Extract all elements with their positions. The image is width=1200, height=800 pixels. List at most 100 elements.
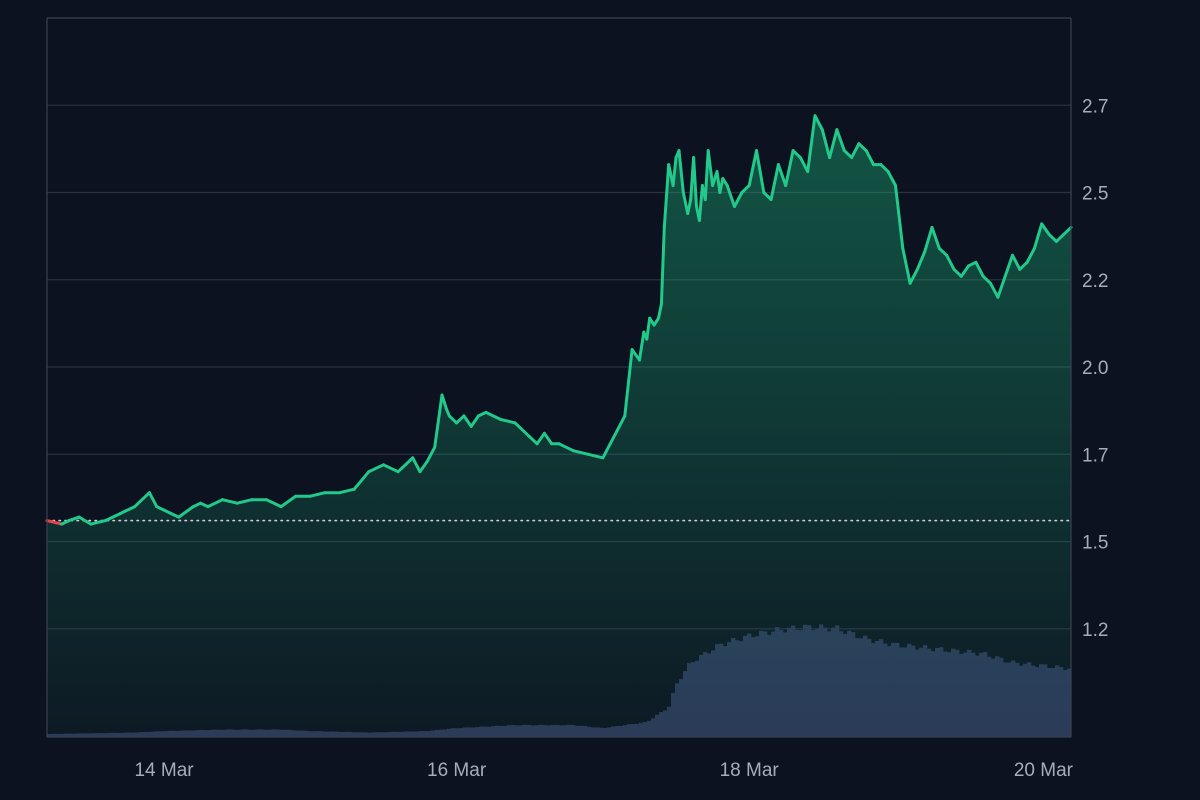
price-line-segment (572, 449, 590, 456)
price-line-segment (901, 246, 912, 285)
price-line-segment (499, 417, 517, 425)
price-line-segment (403, 456, 415, 467)
price-line-segment (697, 184, 704, 222)
price-line-segment (484, 410, 502, 421)
price-line-segment (513, 421, 532, 439)
price-line-segment (1047, 232, 1058, 243)
price-line-segment (67, 515, 81, 523)
price-line-segment (974, 260, 985, 278)
price-line-segment (455, 414, 466, 425)
price-line-segment (908, 267, 919, 285)
price-line-segment (996, 274, 1007, 299)
price-line-segment (147, 491, 159, 509)
price-line-segment (923, 225, 934, 254)
price-line-segment (981, 274, 992, 285)
price-line-segment (798, 156, 810, 174)
price-line-segment (813, 114, 824, 132)
price-line-segment (740, 184, 751, 194)
price-line-segment (557, 442, 576, 453)
price-line-segment (930, 225, 941, 250)
price-line-segment (776, 163, 788, 187)
price-line-segment (1025, 246, 1036, 264)
price-line-segment (1062, 225, 1073, 236)
price-line-segment (1018, 260, 1029, 271)
y-axis: 1.2 1.5 1.7 2.0 2.2 2.5 2.7 (1082, 96, 1108, 641)
price-line-segment (989, 281, 1000, 299)
area-layer (47, 115, 1071, 737)
price-line-segment (692, 156, 698, 208)
price-line-segment (1032, 222, 1044, 250)
price-line-segment (177, 505, 195, 519)
price-line-segment (206, 498, 224, 509)
price-line-segment (686, 198, 693, 215)
price-area (47, 115, 1071, 737)
price-line-segment (601, 442, 612, 460)
price-line-segment (755, 149, 766, 194)
price-line-segment (1003, 253, 1014, 278)
price-line-segment (396, 463, 407, 474)
price-line-segment (1011, 253, 1022, 271)
price-line-segment (842, 149, 854, 160)
price-line-segment (118, 505, 137, 516)
price-line-segment (586, 452, 605, 460)
frame-layer (46, 17, 1072, 738)
price-line-segment (638, 330, 646, 362)
price-line-segment (791, 149, 802, 160)
price-line-segment (659, 225, 666, 306)
price-line-segment (671, 156, 678, 187)
price-line-segment (77, 515, 93, 526)
price-line-segment (677, 149, 685, 194)
price-line-segment (352, 470, 371, 491)
price-line-segment (367, 463, 385, 474)
y-tick-label: 1.7 (1082, 445, 1108, 466)
price-line-segment (835, 128, 846, 153)
y-tick-label: 2.2 (1082, 271, 1108, 292)
price-line-segment (645, 316, 652, 341)
x-tick-label: 20 Mar (1014, 760, 1074, 781)
price-line-segment (657, 302, 663, 320)
price-line-segment (411, 456, 422, 474)
price-line-segment (820, 128, 832, 160)
x-axis: 14 Mar 16 Mar 18 Mar 20 Mar (134, 760, 1073, 781)
x-tick-label: 16 Mar (427, 760, 487, 781)
price-line-segment (725, 184, 736, 208)
price-line-segment (535, 431, 546, 446)
price-line-segment (425, 445, 437, 463)
price-line-segment (733, 191, 744, 208)
price-line-segment (857, 142, 868, 153)
price-line-segment (850, 142, 861, 160)
price-line-segment (235, 498, 254, 505)
price-line-segment (769, 163, 780, 201)
price-line-segment (616, 414, 627, 432)
price-line-segment (45, 519, 64, 526)
price-line-segment (133, 491, 151, 509)
price-line-segment (338, 487, 356, 495)
price-line-segment (662, 163, 671, 229)
price-line-segment (1040, 222, 1051, 236)
price-line-segment (440, 393, 448, 411)
price-line-segment (864, 149, 875, 167)
price-line-segment (1054, 232, 1066, 243)
y-tick-label: 1.5 (1082, 533, 1108, 554)
price-line-segment (221, 498, 239, 505)
x-tick-label: 14 Mar (134, 760, 194, 781)
price-line-segment (915, 250, 927, 271)
price-line-segment (89, 519, 107, 526)
price-line-segment (308, 491, 327, 498)
price-line-segment (784, 149, 795, 187)
y-tick-label: 2.0 (1082, 358, 1108, 379)
price-line-segment (959, 264, 971, 278)
price-line-segment (447, 414, 459, 425)
y-tick-label: 2.7 (1082, 96, 1108, 117)
price-line-segment (462, 414, 473, 428)
price-line-segment (806, 114, 817, 174)
price-line-segment (279, 494, 298, 509)
x-tick-label: 18 Mar (720, 760, 780, 781)
line-layer (45, 114, 1073, 526)
y-tick-label: 1.2 (1082, 620, 1108, 641)
price-line-segment (828, 128, 839, 160)
price-line-segment (718, 177, 725, 194)
price-line-segment (747, 149, 758, 187)
